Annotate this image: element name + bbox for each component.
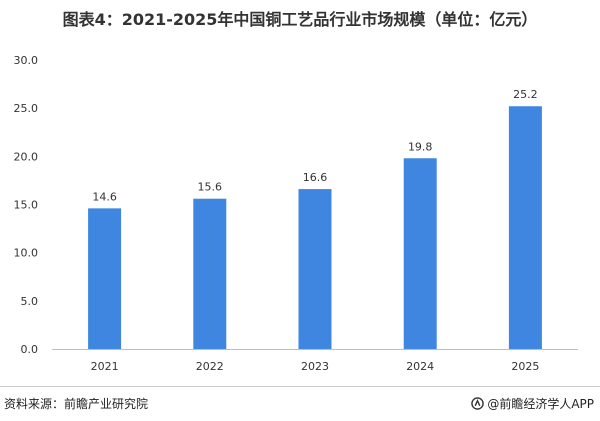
data-label-2022: 15.6 xyxy=(198,181,223,194)
footer: 资料来源：前瞻产业研究院 @前瞻经济学人APP xyxy=(0,386,600,421)
brand-logo-icon xyxy=(471,397,485,410)
x-tick-label-2025: 2025 xyxy=(511,360,539,373)
bar-2025 xyxy=(508,106,542,350)
y-tick-label: 15.0 xyxy=(14,199,39,212)
y-tick-label: 10.0 xyxy=(14,247,39,260)
data-label-2024: 19.8 xyxy=(408,140,433,153)
bar-2022 xyxy=(193,198,227,349)
data-label-2021: 14.6 xyxy=(92,190,117,203)
y-tick-label: 30.0 xyxy=(14,54,39,67)
y-tick-label: 0.0 xyxy=(21,343,39,356)
source-note: 资料来源：前瞻产业研究院 xyxy=(4,397,149,411)
chart-title: 图表4：2021-2025年中国铜工艺品行业市场规模（单位：亿元） xyxy=(62,10,538,29)
bar-2023 xyxy=(298,189,332,349)
y-tick-label: 5.0 xyxy=(21,295,39,308)
x-tick-label-2024: 2024 xyxy=(406,360,434,373)
brand-text: @前瞻经济学人APP xyxy=(487,397,594,411)
data-label-2023: 16.6 xyxy=(303,171,328,184)
data-label-2025: 25.2 xyxy=(513,88,538,101)
x-tick-label-2022: 2022 xyxy=(196,360,224,373)
x-tick-label-2023: 2023 xyxy=(301,360,329,373)
y-tick-label: 20.0 xyxy=(14,150,39,163)
x-tick-label-2021: 2021 xyxy=(91,360,119,373)
bar-2024 xyxy=(403,158,437,349)
y-tick-label: 25.0 xyxy=(14,102,39,115)
brand-credit: @前瞻经济学人APP xyxy=(471,395,594,412)
bar-2021 xyxy=(88,208,122,349)
bar-chart: 0.0 5.0 10.0 15.0 20.0 25.0 30.0 14.6 2021 15.6 20… xyxy=(14,54,578,373)
